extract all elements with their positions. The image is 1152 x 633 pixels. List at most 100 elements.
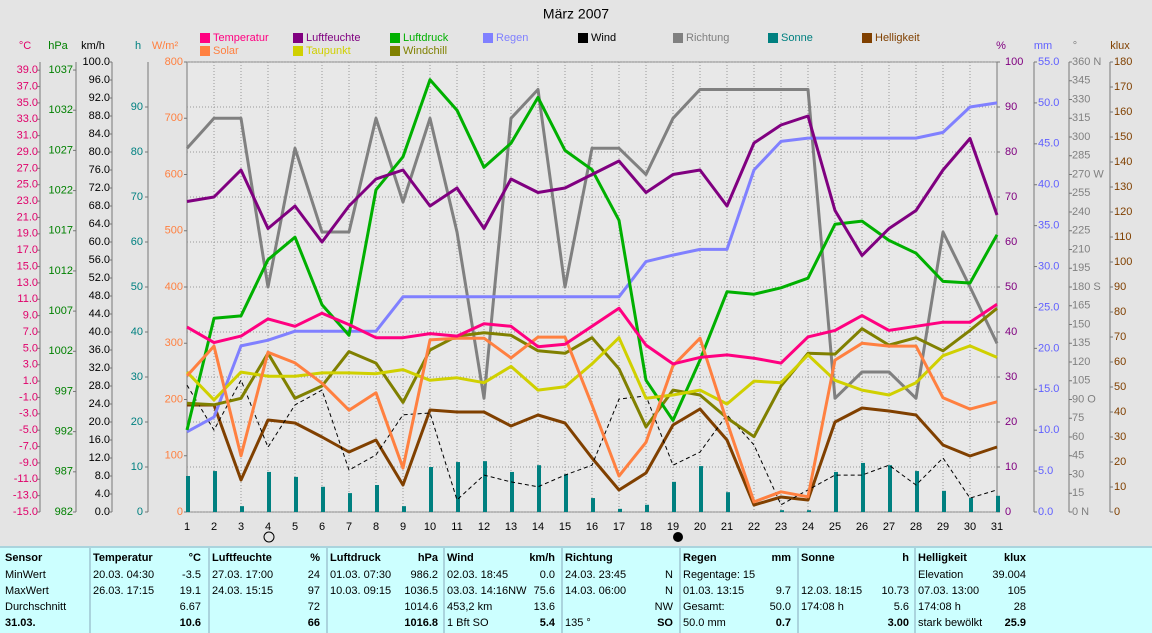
table-cell: 27.03. 17:00 [212, 569, 273, 581]
y-tick-label: 5.0 [1038, 465, 1053, 477]
line-series [186, 101, 998, 434]
table-cell: 1 Bft SO [447, 617, 489, 629]
table-header: Sensor [5, 552, 43, 564]
table-unit: hPa [418, 552, 439, 564]
legend-label: Temperatur [213, 32, 269, 44]
table-cell: 105 [1008, 585, 1026, 597]
table-cell: N [665, 585, 673, 597]
y-tick-label: 50 [1005, 281, 1017, 293]
x-tick-label: 10 [424, 521, 436, 533]
x-tick-label: 4 [265, 521, 271, 533]
table-cell: 14.03. 06:00 [565, 585, 626, 597]
bar [267, 471, 271, 512]
y-tick-label: 45.0 [1038, 138, 1059, 150]
y-tick-label: 100 [1114, 256, 1132, 268]
y-tick-label: 80 [131, 146, 143, 158]
y-tick-label: -15.0 [13, 506, 38, 518]
table-unit: mm [771, 552, 791, 564]
y-tick-label: 10.0 [1038, 424, 1059, 436]
y-tick-label: 25.0 [17, 179, 38, 191]
y-tick-label: 90 [1005, 101, 1017, 113]
y-tick-label: 20 [1114, 456, 1126, 468]
y-tick-label: 100 [165, 450, 183, 462]
table-cell: 10.03. 09:15 [330, 585, 391, 597]
bar [186, 476, 190, 512]
axis-title: h [135, 40, 141, 52]
y-tick-label: 150 [1072, 318, 1090, 330]
moon-full [263, 531, 275, 543]
table-cell: 5.4 [540, 617, 556, 629]
line-series [186, 379, 998, 506]
table-cell: MaxWert [5, 585, 49, 597]
y-tick-label: 15 [1072, 487, 1084, 499]
y-tick-label: 20.0 [1038, 342, 1059, 354]
y-tick-label: 39.0 [17, 64, 38, 76]
legend-label: Luftdruck [403, 32, 449, 44]
y-tick-label: 0 [1005, 506, 1011, 518]
y-tick-label: 45 [1072, 450, 1084, 462]
y-tick-label: 37.0 [17, 80, 38, 92]
table-header: Luftfeuchte [212, 552, 272, 564]
bar [456, 462, 460, 512]
y-tick-label: 9.0 [23, 310, 38, 322]
y-tick-label: 90 [131, 101, 143, 113]
legend-label: Wind [591, 32, 616, 44]
y-tick-label: 64.0 [89, 218, 110, 230]
table-cell: N [665, 569, 673, 581]
y-tick-label: 52.0 [89, 272, 110, 284]
x-tick-label: 24 [802, 521, 814, 533]
x-tick-label: 22 [748, 521, 760, 533]
x-tick-label: 8 [373, 521, 379, 533]
y-tick-label: 28.0 [89, 380, 110, 392]
legend-label: Regen [496, 32, 528, 44]
table-cell: 72 [308, 601, 320, 613]
line-series [185, 336, 998, 406]
table-unit: % [310, 552, 320, 564]
x-tick-label: 2 [211, 521, 217, 533]
legend-swatch [673, 33, 683, 43]
y-tick-label: 40.0 [1038, 179, 1059, 191]
x-tick-label: 1 [184, 521, 190, 533]
legend-label: Taupunkt [306, 45, 351, 57]
y-tick-label: 25.0 [1038, 301, 1059, 313]
y-tick-label: 1017 [49, 225, 73, 237]
x-tick-label: 5 [292, 521, 298, 533]
y-tick-label: 90 O [1072, 393, 1096, 405]
line-series [186, 307, 998, 439]
table-unit: klux [1004, 552, 1027, 564]
bar [699, 466, 703, 512]
table-cell: 20.03. 04:30 [93, 569, 154, 581]
y-tick-label: 8.0 [95, 470, 110, 482]
x-tick-label: 23 [775, 521, 787, 533]
legend-swatch [200, 33, 210, 43]
bar [321, 486, 325, 512]
table-cell: 19.1 [180, 585, 201, 597]
y-tick-label: 0.0 [1038, 506, 1053, 518]
table-cell: 6.67 [180, 601, 201, 613]
y-tick-label: 10 [1005, 461, 1017, 473]
legend-label: Richtung [686, 32, 729, 44]
bar [213, 471, 217, 512]
y-tick-label: 50.0 [1038, 97, 1059, 109]
x-tick-label: 28 [910, 521, 922, 533]
table-header: Luftdruck [330, 552, 382, 564]
legend-swatch [293, 46, 303, 56]
x-tick-label: 26 [856, 521, 868, 533]
table-cell: 24 [308, 569, 320, 581]
y-tick-label: -9.0 [19, 457, 38, 469]
y-tick-label: 29.0 [17, 146, 38, 158]
y-tick-label: 200 [165, 393, 183, 405]
bar [969, 498, 973, 512]
y-tick-label: 96.0 [89, 74, 110, 86]
y-tick-label: 68.0 [89, 200, 110, 212]
table-unit: km/h [529, 552, 555, 564]
y-tick-label: -3.0 [19, 408, 38, 420]
table-cell: NW [655, 601, 674, 613]
table-cell: 5.6 [894, 601, 909, 613]
table-header: Regen [683, 552, 717, 564]
table-cell: 174:08 h [801, 601, 844, 613]
y-tick-label: 21.0 [17, 211, 38, 223]
y-tick-label: 4.0 [95, 488, 110, 500]
axis-title: km/h [81, 40, 105, 52]
